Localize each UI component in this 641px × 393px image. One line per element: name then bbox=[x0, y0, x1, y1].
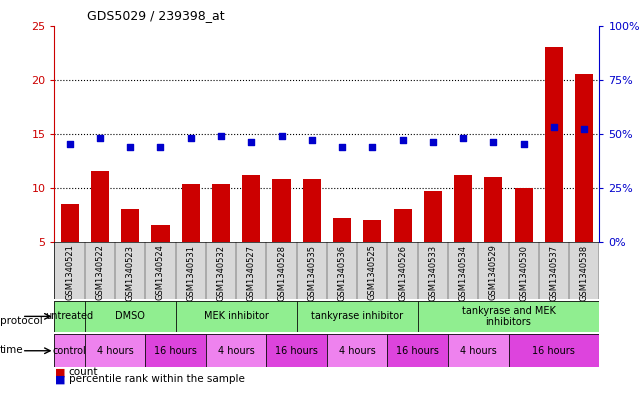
Text: control: control bbox=[53, 346, 87, 356]
Bar bbox=[85, 334, 146, 367]
Point bbox=[155, 143, 165, 150]
Text: GSM1340534: GSM1340534 bbox=[458, 244, 468, 301]
Text: GDS5029 / 239398_at: GDS5029 / 239398_at bbox=[87, 9, 224, 22]
Text: GSM1340527: GSM1340527 bbox=[247, 244, 256, 301]
Text: GSM1340530: GSM1340530 bbox=[519, 244, 528, 301]
Text: 4 hours: 4 hours bbox=[218, 346, 254, 356]
Point bbox=[367, 143, 378, 150]
Bar bbox=[267, 334, 327, 367]
Bar bbox=[418, 301, 599, 332]
Bar bbox=[54, 334, 599, 367]
Bar bbox=[54, 301, 599, 332]
Text: 16 hours: 16 hours bbox=[154, 346, 197, 356]
Text: 16 hours: 16 hours bbox=[396, 346, 439, 356]
Text: 16 hours: 16 hours bbox=[533, 346, 576, 356]
Text: GSM1340525: GSM1340525 bbox=[368, 244, 377, 300]
Bar bbox=[272, 179, 290, 242]
Point bbox=[397, 137, 408, 143]
Point bbox=[276, 132, 287, 139]
Bar bbox=[545, 47, 563, 242]
Text: GSM1340536: GSM1340536 bbox=[338, 244, 347, 301]
Bar bbox=[515, 187, 533, 242]
Text: GSM1340523: GSM1340523 bbox=[126, 244, 135, 301]
Text: percentile rank within the sample: percentile rank within the sample bbox=[69, 374, 244, 384]
Point bbox=[65, 141, 75, 147]
Text: tankyrase and MEK
inhibitors: tankyrase and MEK inhibitors bbox=[462, 306, 556, 327]
Text: GSM1340537: GSM1340537 bbox=[549, 244, 558, 301]
Bar bbox=[387, 334, 448, 367]
Bar bbox=[176, 301, 297, 332]
Bar bbox=[206, 334, 267, 367]
Bar bbox=[91, 171, 109, 242]
Bar bbox=[85, 301, 176, 332]
Text: GSM1340535: GSM1340535 bbox=[307, 244, 316, 301]
Bar bbox=[121, 209, 139, 242]
Text: GSM1340521: GSM1340521 bbox=[65, 244, 74, 300]
Text: GSM1340533: GSM1340533 bbox=[428, 244, 437, 301]
Bar bbox=[151, 226, 169, 242]
Bar bbox=[508, 334, 599, 367]
Bar bbox=[454, 174, 472, 242]
Text: ■: ■ bbox=[54, 367, 65, 377]
Text: GSM1340524: GSM1340524 bbox=[156, 244, 165, 300]
Point bbox=[125, 143, 135, 150]
Text: 4 hours: 4 hours bbox=[460, 346, 497, 356]
Text: protocol: protocol bbox=[0, 316, 43, 326]
Bar bbox=[303, 179, 321, 242]
Text: MEK inhibitor: MEK inhibitor bbox=[204, 311, 269, 321]
Bar bbox=[327, 334, 387, 367]
Text: ■: ■ bbox=[54, 374, 65, 384]
Text: GSM1340532: GSM1340532 bbox=[217, 244, 226, 301]
Point bbox=[216, 132, 226, 139]
Bar bbox=[448, 334, 508, 367]
Point bbox=[458, 135, 469, 141]
Bar bbox=[146, 334, 206, 367]
Point bbox=[337, 143, 347, 150]
Text: 4 hours: 4 hours bbox=[97, 346, 133, 356]
Text: tankyrase inhibitor: tankyrase inhibitor bbox=[311, 311, 403, 321]
Bar bbox=[575, 74, 594, 242]
Text: GSM1340531: GSM1340531 bbox=[186, 244, 196, 301]
Point bbox=[306, 137, 317, 143]
Bar bbox=[333, 218, 351, 242]
Bar bbox=[424, 191, 442, 242]
Text: 4 hours: 4 hours bbox=[339, 346, 376, 356]
Bar bbox=[297, 301, 418, 332]
Bar bbox=[485, 177, 503, 242]
Text: 16 hours: 16 hours bbox=[275, 346, 318, 356]
Point bbox=[95, 135, 105, 141]
Bar bbox=[394, 209, 412, 242]
Text: GSM1340526: GSM1340526 bbox=[398, 244, 407, 301]
Bar bbox=[54, 242, 599, 299]
Bar bbox=[54, 334, 85, 367]
Bar bbox=[181, 184, 200, 242]
Text: GSM1340529: GSM1340529 bbox=[489, 244, 498, 300]
Bar bbox=[242, 174, 260, 242]
Bar bbox=[60, 204, 79, 242]
Point bbox=[579, 126, 589, 132]
Point bbox=[428, 139, 438, 145]
Text: untreated: untreated bbox=[46, 311, 94, 321]
Point bbox=[519, 141, 529, 147]
Point bbox=[549, 124, 559, 130]
Text: DMSO: DMSO bbox=[115, 311, 145, 321]
Bar bbox=[363, 220, 381, 242]
Text: count: count bbox=[69, 367, 98, 377]
Text: GSM1340522: GSM1340522 bbox=[96, 244, 104, 300]
Bar bbox=[212, 184, 230, 242]
Point bbox=[186, 135, 196, 141]
Text: time: time bbox=[0, 345, 24, 355]
Bar bbox=[54, 301, 85, 332]
Text: GSM1340538: GSM1340538 bbox=[579, 244, 588, 301]
Text: GSM1340528: GSM1340528 bbox=[277, 244, 286, 301]
Point bbox=[246, 139, 256, 145]
Point bbox=[488, 139, 499, 145]
